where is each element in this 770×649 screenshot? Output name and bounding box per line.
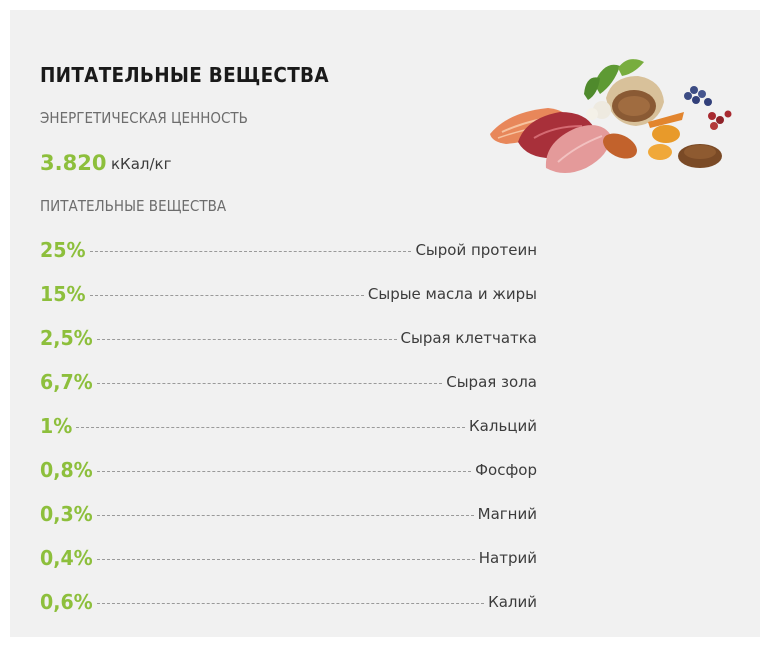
- nutrient-label: Сырые масла и жиры: [367, 285, 537, 303]
- nutrient-label: Сырая клетчатка: [400, 329, 537, 347]
- nutrients-card: ПИТАТЕЛЬНЫЕ ВЕЩЕСТВА ЭНЕРГЕТИЧЕСКАЯ ЦЕНН…: [10, 10, 760, 637]
- nutrient-row: 0,8% Фосфор: [40, 456, 537, 484]
- energy-unit: кКал/кг: [111, 155, 172, 173]
- nutrient-row: 6,7% Сырая зола: [40, 368, 537, 396]
- nutrient-percent: 15%: [40, 282, 86, 306]
- nutrient-row: 0,3% Магний: [40, 500, 537, 528]
- leader-dots: [75, 426, 466, 428]
- nutrient-label: Кальций: [469, 417, 537, 435]
- energy-value: 3.820: [40, 151, 107, 175]
- nutrient-percent: 1%: [40, 414, 73, 438]
- leader-dots: [97, 514, 474, 516]
- nutrient-row: 2,5% Сырая клетчатка: [40, 324, 537, 352]
- energy-heading: ЭНЕРГЕТИЧЕСКАЯ ЦЕННОСТЬ: [40, 109, 248, 127]
- nutrient-row: 15% Сырые масла и жиры: [40, 280, 537, 308]
- leader-dots: [97, 382, 443, 384]
- nutrient-label: Сырой протеин: [415, 241, 537, 259]
- nutrient-row: 0,6% Калий: [40, 588, 537, 616]
- page-title: ПИТАТЕЛЬНЫЕ ВЕЩЕСТВА: [40, 63, 329, 87]
- nutrient-label: Натрий: [478, 549, 537, 567]
- nutrient-row: 0,4% Натрий: [40, 544, 537, 572]
- leader-dots: [97, 602, 485, 604]
- nutrient-percent: 0,3%: [40, 502, 93, 526]
- leader-dots: [97, 470, 472, 472]
- leader-dots: [89, 250, 412, 252]
- nutrient-label: Сырая зола: [446, 373, 537, 391]
- nutrient-percent: 0,4%: [40, 546, 93, 570]
- nutrient-label: Магний: [477, 505, 537, 523]
- nutrient-percent: 0,8%: [40, 458, 93, 482]
- leader-dots: [89, 294, 364, 296]
- nutrient-percent: 6,7%: [40, 370, 93, 394]
- nutrients-heading: ПИТАТЕЛЬНЫЕ ВЕЩЕСТВА: [40, 197, 227, 215]
- nutrient-label: Фосфор: [475, 461, 537, 479]
- nutrient-label: Калий: [488, 593, 537, 611]
- leader-dots: [97, 558, 475, 560]
- nutrient-percent: 0,6%: [40, 590, 93, 614]
- nutrient-row: 25% Сырой протеин: [40, 236, 537, 264]
- food-ingredients-illustration: [490, 59, 732, 173]
- nutrient-percent: 2,5%: [40, 326, 93, 350]
- nutrient-row: 1% Кальций: [40, 412, 537, 440]
- nutrient-percent: 25%: [40, 238, 86, 262]
- leader-dots: [97, 338, 397, 340]
